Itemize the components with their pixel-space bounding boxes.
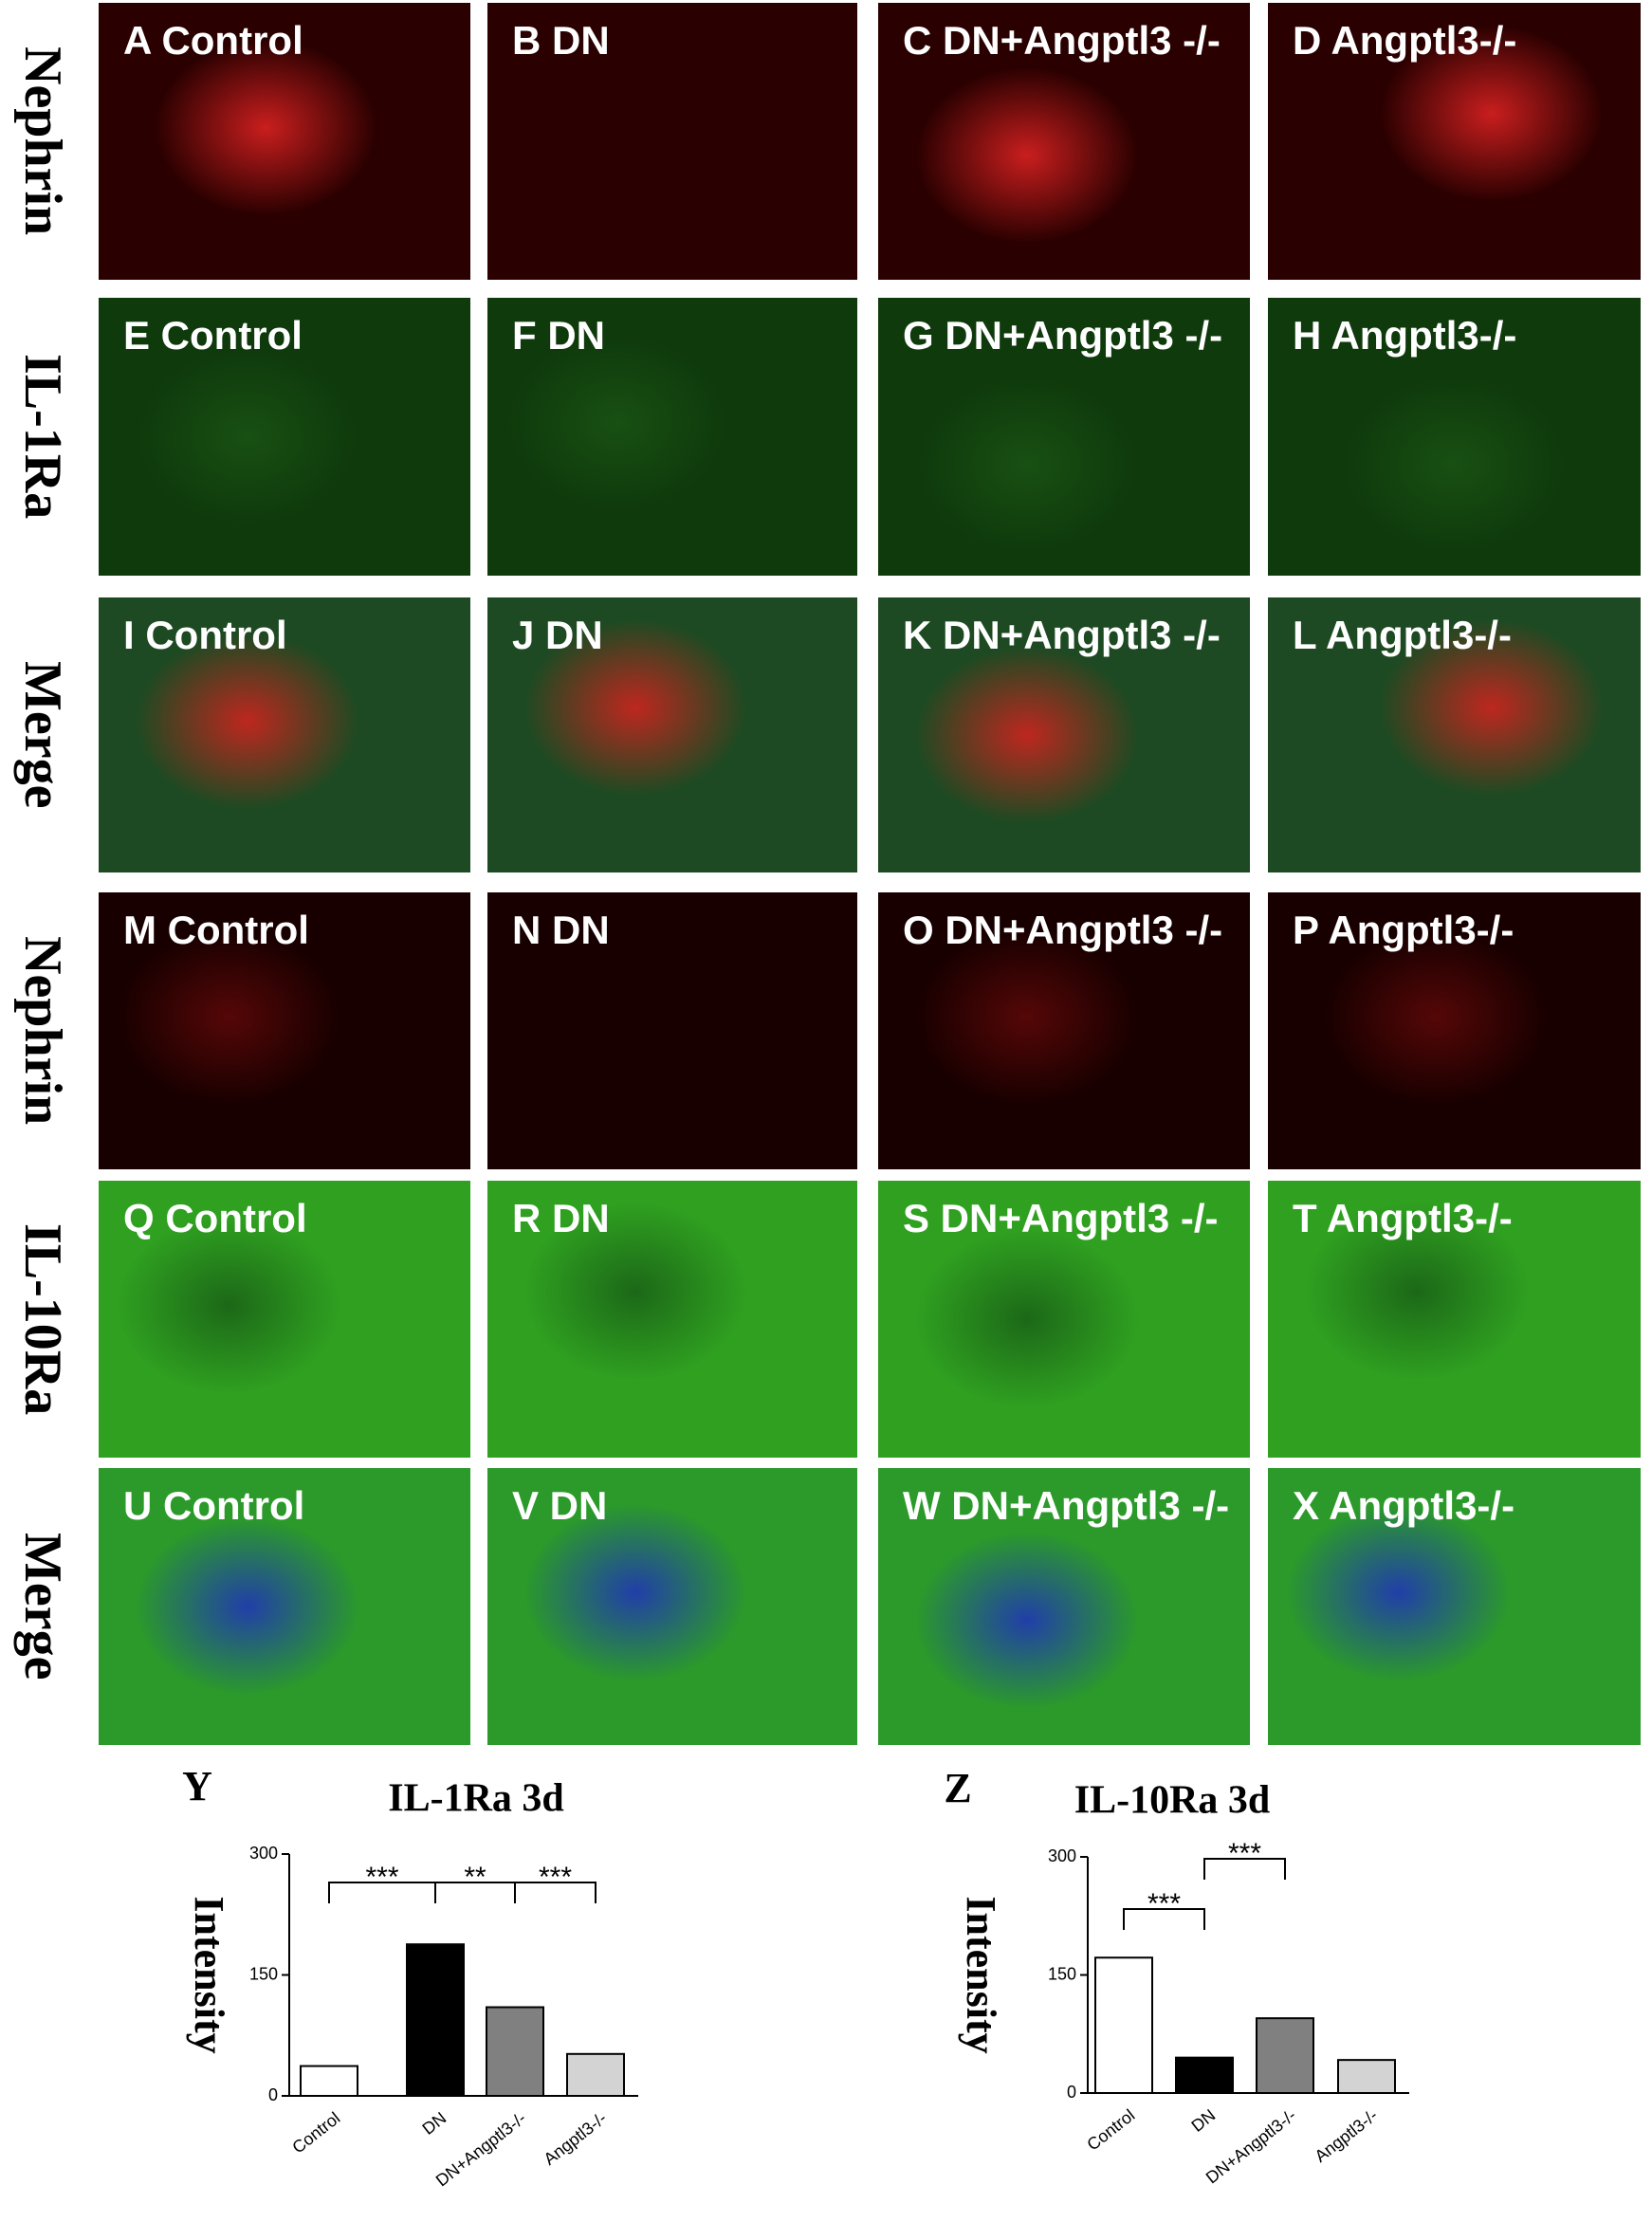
y-tick-label: 0 [268, 2085, 278, 2104]
panel-label: D Angptl3-/- [1293, 18, 1517, 63]
micrograph: J DN [487, 597, 857, 872]
row-label: IL-10Ra [13, 1222, 72, 1416]
x-tick-label: DN [1188, 2105, 1220, 2136]
row-label-box: Merge [0, 1468, 85, 1745]
panel-label: H Angptl3-/- [1293, 313, 1517, 358]
panel-label: Q Control [123, 1196, 307, 1240]
micrograph: T Angptl3-/- [1268, 1181, 1641, 1458]
significance-label: *** [365, 1862, 398, 1893]
panel-label: S DN+Angptl3 -/- [903, 1196, 1219, 1240]
micrograph: O DN+Angptl3 -/- [878, 892, 1250, 1169]
panel-label: I Control [123, 613, 287, 657]
panel-label: A Control [123, 18, 303, 63]
x-tick-label: Control [288, 2108, 343, 2157]
micrograph: M Control [99, 892, 470, 1169]
micrograph: W DN+Angptl3 -/- [878, 1468, 1250, 1745]
panel-label: W DN+Angptl3 -/- [903, 1483, 1230, 1528]
bar [566, 2052, 625, 2097]
y-tick-label: 150 [1048, 1964, 1076, 1983]
x-tick-label: Angptl3-/- [541, 2108, 611, 2169]
significance-bracket [1123, 1908, 1205, 1930]
chart-title: IL-10Ra 3d [1074, 1779, 1271, 1823]
row-label: Merge [13, 1533, 72, 1680]
y-tick-label: 300 [249, 1844, 278, 1863]
micrograph: D Angptl3-/- [1268, 3, 1641, 280]
panel-label: F DN [512, 313, 605, 358]
panel-label: X Angptl3-/- [1293, 1483, 1515, 1528]
x-tick-label: Angptl3-/- [1312, 2105, 1382, 2166]
panel-label: R DN [512, 1196, 610, 1240]
significance-bracket [514, 1882, 597, 1903]
row-label-box: Merge [0, 597, 85, 872]
row-label: Nephrin [13, 936, 72, 1126]
panel-label: T Angptl3-/- [1293, 1196, 1513, 1240]
micrograph: H Angptl3-/- [1268, 298, 1641, 576]
micrograph: U Control [99, 1468, 470, 1745]
y-tick-label: 300 [1048, 1846, 1076, 1865]
x-tick-label: DN [419, 2108, 450, 2139]
micrograph: P Angptl3-/- [1268, 892, 1641, 1169]
micrograph: K DN+Angptl3 -/- [878, 597, 1250, 872]
panel-label: B DN [512, 18, 610, 63]
y-tick-label: 0 [1067, 2083, 1076, 2102]
bar [1094, 1956, 1153, 2094]
significance-label: *** [539, 1862, 572, 1893]
panel-label: J DN [512, 613, 603, 657]
bar [1256, 2017, 1314, 2094]
micrograph: F DN [487, 298, 857, 576]
bar [1175, 2056, 1234, 2094]
micrograph: B DN [487, 3, 857, 280]
panel-label: V DN [512, 1483, 608, 1528]
bar [406, 1943, 465, 2097]
micrograph: N DN [487, 892, 857, 1169]
bar [1337, 2059, 1396, 2095]
row-label: Nephrin [13, 46, 72, 236]
micrograph: V DN [487, 1468, 857, 1745]
micrograph: L Angptl3-/- [1268, 597, 1641, 872]
micrograph: S DN+Angptl3 -/- [878, 1181, 1250, 1458]
panel-label: P Angptl3-/- [1293, 908, 1514, 952]
y-axis-label: Intensity [186, 1896, 232, 2053]
row-label: Merge [13, 661, 72, 809]
significance-label: *** [1228, 1838, 1261, 1869]
micrograph: X Angptl3-/- [1268, 1468, 1641, 1745]
y-tick-label: 150 [249, 1964, 278, 1983]
significance-label: *** [1147, 1888, 1181, 1919]
row-label: IL-1Ra [13, 354, 72, 520]
panel-label: L Angptl3-/- [1293, 613, 1512, 657]
panel-label: U Control [123, 1483, 305, 1528]
panel-label: C DN+Angptl3 -/- [903, 18, 1221, 63]
panel-label: K DN+Angptl3 -/- [903, 613, 1221, 657]
significance-bracket [1203, 1858, 1286, 1880]
panel-label: M Control [123, 908, 309, 952]
row-label-box: IL-1Ra [0, 298, 85, 576]
panel-letter: Z [944, 1765, 971, 1811]
bar [300, 2065, 358, 2097]
row-label-box: Nephrin [0, 3, 85, 280]
panel-label: E Control [123, 313, 303, 358]
row-label-box: Nephrin [0, 892, 85, 1169]
chart-title: IL-1Ra 3d [388, 1777, 564, 1821]
micrograph: E Control [99, 298, 470, 576]
significance-label: ** [464, 1862, 486, 1893]
panel-label: N DN [512, 908, 610, 952]
panel-label: G DN+Angptl3 -/- [903, 313, 1223, 358]
y-axis-label: Intensity [958, 1896, 1004, 2053]
micrograph: C DN+Angptl3 -/- [878, 3, 1250, 280]
panel-letter: Y [182, 1764, 212, 1809]
panel-label: O DN+Angptl3 -/- [903, 908, 1223, 952]
row-label-box: IL-10Ra [0, 1181, 85, 1458]
micrograph: Q Control [99, 1181, 470, 1458]
bar [486, 2006, 544, 2097]
micrograph: A Control [99, 3, 470, 280]
x-tick-label: Control [1083, 2105, 1138, 2154]
micrograph: G DN+Angptl3 -/- [878, 298, 1250, 576]
micrograph: R DN [487, 1181, 857, 1458]
micrograph: I Control [99, 597, 470, 872]
